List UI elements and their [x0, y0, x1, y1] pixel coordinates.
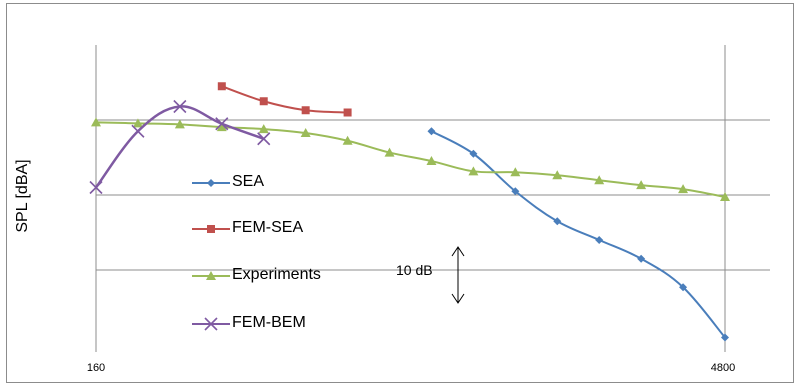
marker-stroke: [204, 317, 218, 331]
annotation-arrowhead-up: [451, 246, 465, 257]
data-point: [679, 283, 688, 292]
data-point: [131, 124, 145, 138]
legend-entry: [192, 317, 230, 331]
data-point: [721, 333, 729, 342]
data-point: [174, 119, 185, 129]
data-point: [216, 122, 227, 132]
data-point: [678, 184, 689, 194]
data-point: [469, 149, 478, 158]
legend-layer: [192, 179, 230, 331]
x-tick-label: 4800: [710, 362, 736, 374]
chart-frame: [6, 3, 794, 383]
legend-marker: [207, 225, 215, 233]
data-point: [89, 180, 103, 195]
data-point: [259, 97, 268, 106]
series-fem-sea: [217, 82, 352, 117]
annotation-layer: [451, 246, 465, 304]
marker-stroke: [89, 180, 103, 195]
data-point: [132, 118, 143, 128]
series-line: [95, 121, 726, 198]
data-point: [257, 132, 271, 146]
legend-entry: [192, 271, 230, 280]
legend-marker: [204, 317, 218, 331]
legend-label-experiments: Experiments: [232, 266, 321, 283]
data-point: [343, 108, 352, 117]
data-point: [91, 117, 101, 127]
data-point: [637, 254, 646, 263]
x-tick-label: 160: [86, 362, 106, 374]
legend-marker: [207, 179, 215, 187]
data-point: [384, 147, 395, 157]
data-point: [636, 180, 647, 190]
marker-stroke: [215, 117, 229, 131]
data-point: [720, 191, 730, 201]
series-layer: [89, 82, 730, 342]
series-fem-bem: [89, 99, 271, 195]
marker-stroke: [257, 132, 271, 146]
data-point: [215, 117, 229, 131]
legend-entry: [192, 179, 230, 187]
data-point: [468, 166, 479, 176]
data-point: [427, 127, 436, 136]
data-point: [217, 82, 226, 91]
data-point: [258, 124, 269, 134]
legend-entry: [192, 225, 230, 233]
grid-layer: [95, 45, 770, 352]
series-line: [430, 130, 726, 339]
data-point: [173, 99, 187, 114]
legend-label-fem-bem: FEM-BEM: [232, 314, 306, 331]
data-point: [594, 175, 605, 185]
data-point: [300, 128, 311, 138]
scale-annotation: 10 dB: [396, 262, 433, 278]
data-point: [426, 156, 437, 166]
data-point: [595, 236, 604, 244]
series-experiments: [91, 117, 730, 201]
legend-label-fem-sea: FEM-SEA: [232, 219, 304, 236]
legend-marker: [206, 271, 216, 280]
data-point: [510, 167, 521, 177]
data-point: [553, 217, 562, 226]
data-point: [301, 106, 310, 115]
data-point: [552, 170, 563, 180]
legend-label-sea: SEA: [232, 173, 265, 190]
series-sea: [427, 127, 729, 342]
marker-stroke: [173, 99, 187, 114]
data-point: [511, 187, 520, 196]
y-axis-label: SPL [dBA]: [14, 159, 31, 233]
marker-stroke: [131, 124, 145, 138]
series-line: [221, 85, 348, 114]
annotation-arrowhead-down: [451, 293, 465, 304]
data-point: [342, 135, 353, 145]
